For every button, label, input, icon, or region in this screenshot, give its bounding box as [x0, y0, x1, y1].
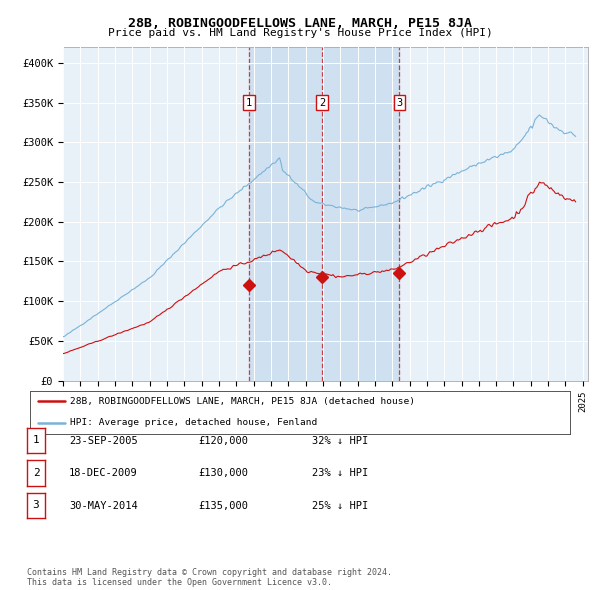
Text: 30-MAY-2014: 30-MAY-2014: [69, 501, 138, 510]
Text: Contains HM Land Registry data © Crown copyright and database right 2024.
This d: Contains HM Land Registry data © Crown c…: [27, 568, 392, 587]
Text: 1: 1: [246, 98, 252, 108]
Text: £130,000: £130,000: [198, 468, 248, 478]
Text: 3: 3: [396, 98, 403, 108]
Text: £135,000: £135,000: [198, 501, 248, 510]
Text: £120,000: £120,000: [198, 436, 248, 445]
Text: 18-DEC-2009: 18-DEC-2009: [69, 468, 138, 478]
Text: 23% ↓ HPI: 23% ↓ HPI: [312, 468, 368, 478]
Text: 2: 2: [32, 468, 40, 478]
Text: 28B, ROBINGOODFELLOWS LANE, MARCH, PE15 8JA (detached house): 28B, ROBINGOODFELLOWS LANE, MARCH, PE15 …: [71, 397, 415, 406]
Text: 1: 1: [32, 435, 40, 445]
Text: 23-SEP-2005: 23-SEP-2005: [69, 436, 138, 445]
Text: 2: 2: [319, 98, 325, 108]
Bar: [249, 47, 400, 381]
Text: 32% ↓ HPI: 32% ↓ HPI: [312, 436, 368, 445]
Text: 3: 3: [32, 500, 40, 510]
Text: 28B, ROBINGOODFELLOWS LANE, MARCH, PE15 8JA: 28B, ROBINGOODFELLOWS LANE, MARCH, PE15 …: [128, 17, 472, 30]
Text: Price paid vs. HM Land Registry's House Price Index (HPI): Price paid vs. HM Land Registry's House …: [107, 28, 493, 38]
Text: 25% ↓ HPI: 25% ↓ HPI: [312, 501, 368, 510]
Text: HPI: Average price, detached house, Fenland: HPI: Average price, detached house, Fenl…: [71, 418, 318, 427]
